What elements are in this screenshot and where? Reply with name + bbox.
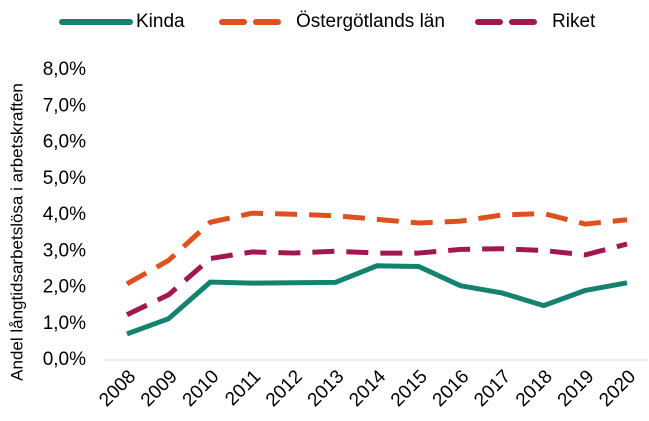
x-tick-label: 2017	[470, 366, 515, 411]
y-tick-label: 1,0%	[43, 313, 86, 334]
x-tick-label: 2019	[554, 366, 599, 411]
x-tick-label: 2009	[137, 366, 182, 411]
x-tick-label: 2012	[262, 366, 307, 411]
x-tick-label: 2013	[304, 366, 349, 411]
y-tick-label: 7,0%	[43, 95, 86, 116]
x-tick-label: 2020	[595, 366, 640, 411]
x-tick-label: 2008	[95, 366, 140, 411]
x-tick-label: 2010	[179, 366, 224, 411]
y-axis-label: Andel långtidsarbetslösa i arbetskraften	[7, 83, 26, 381]
y-tick-label: 2,0%	[43, 277, 86, 298]
y-tick-label: 8,0%	[43, 59, 86, 80]
legend-label: Riket	[552, 11, 596, 32]
legend-label: Kinda	[136, 11, 185, 32]
x-tick-label: 2014	[345, 366, 390, 411]
x-tick-label: 2018	[512, 366, 557, 411]
y-tick-label: 0,0%	[43, 349, 86, 370]
y-tick-label: 5,0%	[43, 168, 86, 189]
legend-label: Östergötlands län	[296, 11, 445, 32]
x-tick-label: 2011	[221, 366, 265, 410]
series-line	[126, 263, 628, 337]
x-tick-label: 2015	[387, 366, 432, 411]
series-line	[125, 210, 628, 287]
y-tick-label: 3,0%	[43, 240, 86, 261]
x-tick-label: 2016	[429, 366, 474, 411]
y-tick-label: 6,0%	[43, 132, 86, 153]
y-tick-label: 4,0%	[43, 204, 86, 225]
